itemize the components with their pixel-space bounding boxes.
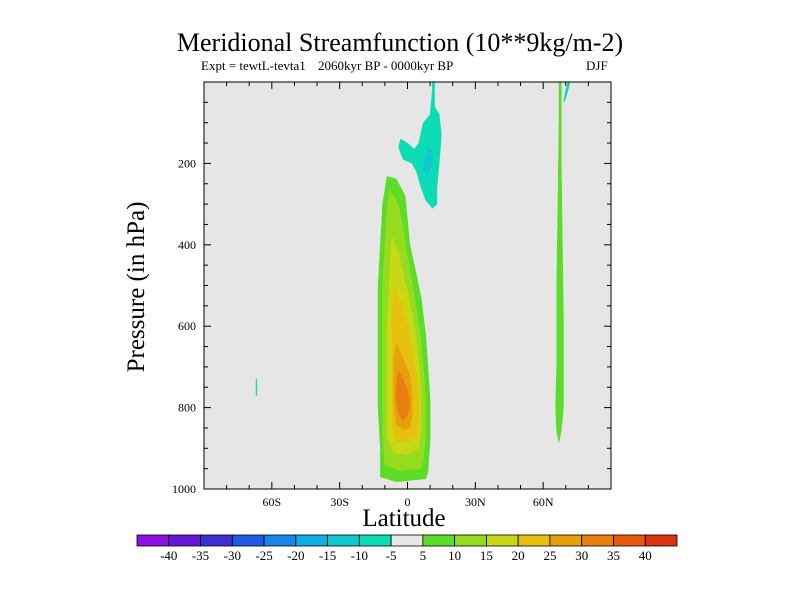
colorbar-swatch [295, 534, 328, 547]
colorbar-label: 5 [420, 548, 427, 563]
colorbar-label: -40 [160, 548, 177, 563]
colorbar-swatch [136, 534, 170, 547]
colorbar-swatch [644, 534, 678, 547]
colorbar-label: 40 [639, 548, 652, 563]
x-tick-label: 60N [533, 495, 554, 509]
colorbar-label: -20 [287, 548, 304, 563]
colorbar-swatch [486, 534, 519, 547]
x-tick-label: 30S [330, 495, 349, 509]
colorbar-swatch [549, 534, 583, 547]
x-tick-label: 30N [465, 495, 486, 509]
colorbar-label: -10 [351, 548, 368, 563]
colorbar-label: -25 [255, 548, 272, 563]
colorbar-label: -30 [224, 548, 241, 563]
colorbar-label: -35 [192, 548, 209, 563]
colorbar-swatch [581, 534, 614, 547]
colorbar-swatch [454, 534, 487, 547]
colorbar-label: -15 [319, 548, 336, 563]
season-label: DJF [586, 58, 608, 73]
contour-region-9 [255, 378, 258, 396]
x-axis-label: Latitude [362, 505, 446, 532]
colorbar-label: 10 [448, 548, 461, 563]
period-label: 2060kyr BP - 0000kyr BP [318, 58, 454, 73]
colorbar-label: 20 [512, 548, 525, 563]
colorbar-swatch [231, 534, 265, 547]
colorbar-label: 25 [543, 548, 556, 563]
colorbar-swatch [613, 534, 646, 547]
x-tick-label: 60S [262, 495, 281, 509]
colorbar-label: 35 [607, 548, 620, 563]
colorbar-swatch [390, 534, 424, 547]
contour-region-7 [423, 146, 433, 177]
contour-region-6 [398, 81, 442, 209]
colorbar-swatch [168, 534, 201, 547]
colorbar-label: 30 [575, 548, 588, 563]
colorbar-swatch [263, 534, 297, 547]
y-tick-label: 200 [178, 156, 196, 170]
colorbar-swatch [327, 534, 360, 547]
y-tick-label: 1000 [172, 482, 196, 496]
y-tick-label: 400 [178, 238, 196, 252]
experiment-label: Expt = tewtL-tevta1 [201, 58, 306, 73]
colorbar-swatch [422, 534, 456, 547]
colorbar-swatch [358, 534, 392, 547]
contour-region-5 [395, 370, 411, 421]
y-tick-label: 600 [178, 319, 196, 333]
y-tick-label: 800 [178, 401, 196, 415]
colorbar-label: 15 [480, 548, 493, 563]
contour-region-10 [555, 81, 564, 443]
colorbar-label: -5 [386, 548, 397, 563]
colorbar-swatch [200, 534, 233, 547]
chart-title: Meridional Streamfunction (10**9kg/m-2) [176, 28, 624, 57]
x-tick-label: 0 [405, 495, 411, 509]
colorbar-swatch [517, 534, 551, 547]
